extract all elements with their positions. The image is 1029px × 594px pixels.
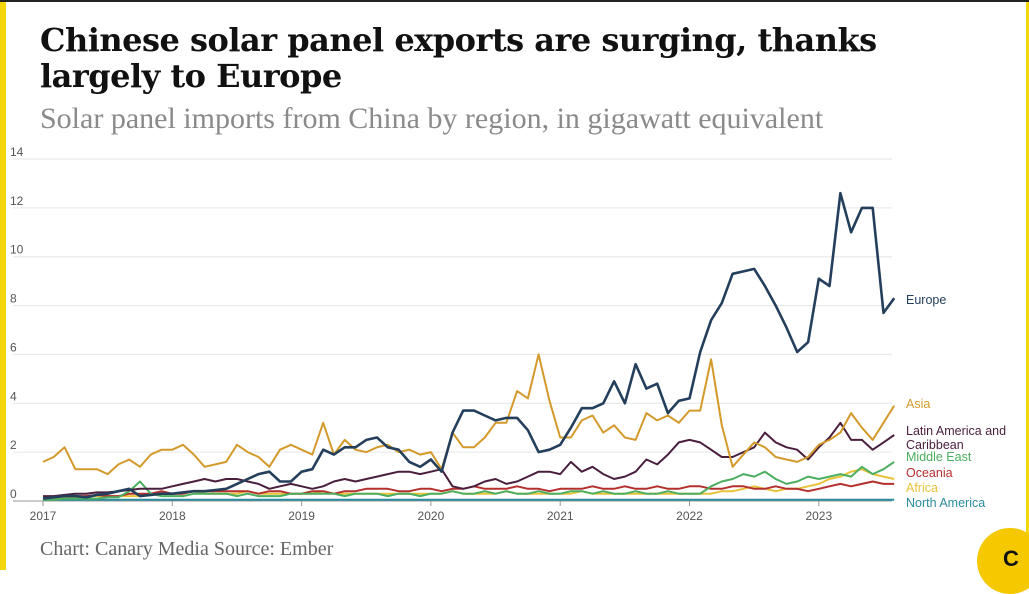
- series-line-asia: [42, 353, 896, 476]
- x-tick-label: 2022: [676, 509, 703, 523]
- x-axis-ticks: 2017 2018 2019 2020 2021 2022 2023: [30, 501, 832, 523]
- series-label-line: Oceania: [906, 466, 953, 480]
- series-label-middle-east: Middle East: [906, 450, 972, 464]
- chart-subtitle: Solar panel imports from China by region…: [40, 102, 824, 135]
- series-label-line: Africa: [906, 481, 938, 495]
- y-tick-label: 14: [10, 145, 24, 159]
- y-tick-label: 12: [10, 194, 24, 208]
- y-tick-label: 6: [10, 340, 17, 354]
- series-line-europe: [42, 191, 896, 500]
- series-label-line: Caribbean: [906, 438, 964, 452]
- line-chart: 0 2 4 6 8 10 12 14 2017 2018 2019 2020 2021 2022 2023…: [10, 145, 1006, 523]
- series-label-line: North America: [906, 496, 985, 510]
- frame-accent-left: [0, 0, 6, 570]
- chart-title: Chinese solar panel exports are surging,…: [40, 21, 877, 95]
- logo-letter: C: [1003, 546, 1019, 571]
- x-tick-label: 2017: [30, 509, 57, 523]
- series-label-line: Europe: [906, 293, 946, 307]
- y-tick-label: 0: [10, 487, 17, 501]
- series-line-latin-america-and-caribbean: [43, 421, 895, 498]
- y-tick-label: 8: [10, 292, 17, 306]
- chart-source: Chart: Canary Media Source: Ember: [40, 538, 334, 560]
- y-axis-ticks: 0 2 4 6 8 10 12 14: [10, 145, 24, 501]
- y-tick-label: 4: [10, 389, 17, 403]
- x-tick-label: 2021: [547, 509, 574, 523]
- series-label-line: Middle East: [906, 450, 972, 464]
- series-end-labels: Europe Asia Latin America and CaribbeanMidd…: [906, 293, 1006, 510]
- series-lines: [42, 191, 896, 501]
- series-label-latin-america-and-caribbean: Latin America and Caribbean: [906, 424, 1006, 452]
- series-label-line: Latin America and: [906, 424, 1006, 438]
- x-tick-label: 2019: [288, 509, 315, 523]
- gridlines: [13, 158, 892, 502]
- y-tick-label: 10: [10, 243, 24, 257]
- series-label-line: Asia: [906, 397, 930, 411]
- x-tick-label: 2018: [159, 509, 186, 523]
- series-label-europe: Europe: [906, 293, 946, 307]
- series-line-middle-east: [43, 461, 895, 501]
- x-tick-label: 2020: [418, 509, 445, 523]
- x-tick-label: 2023: [805, 509, 832, 523]
- series-label-africa: Africa: [906, 481, 938, 495]
- y-tick-label: 2: [10, 438, 17, 452]
- series-label-north-america: North America: [906, 496, 985, 510]
- frame-accent-right: [1026, 0, 1029, 570]
- series-label-oceania: Oceania: [906, 466, 953, 480]
- canary-media-logo: C: [977, 528, 1029, 594]
- series-label-asia: Asia: [906, 397, 930, 411]
- frame-top-border: [0, 0, 1029, 2]
